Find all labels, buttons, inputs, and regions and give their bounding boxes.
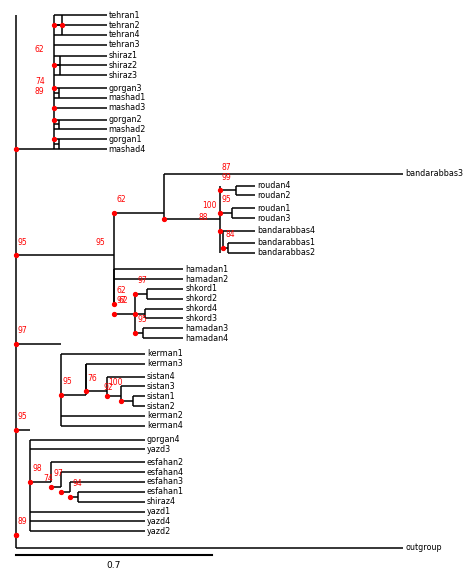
Text: mashad2: mashad2: [109, 125, 146, 134]
Text: 99: 99: [221, 173, 231, 181]
Text: 95: 95: [95, 237, 105, 247]
Text: roudan3: roudan3: [257, 213, 290, 223]
Text: shkord2: shkord2: [185, 295, 217, 303]
Text: bandarabbas1: bandarabbas1: [257, 238, 315, 247]
Text: tehran3: tehran3: [109, 40, 140, 49]
Text: tehran4: tehran4: [109, 30, 140, 39]
Text: 92: 92: [104, 383, 113, 392]
Text: yazd3: yazd3: [147, 445, 171, 454]
Text: hamadan3: hamadan3: [185, 324, 228, 333]
Text: gorgan3: gorgan3: [109, 84, 142, 93]
Text: kerman4: kerman4: [147, 422, 182, 430]
Text: outgroup: outgroup: [405, 543, 442, 553]
Text: shkord3: shkord3: [185, 314, 217, 323]
Text: 95: 95: [63, 377, 73, 386]
Text: gorgan4: gorgan4: [147, 435, 180, 444]
Text: kerman2: kerman2: [147, 411, 182, 420]
Text: hamadan1: hamadan1: [185, 265, 228, 274]
Text: shiraz1: shiraz1: [109, 51, 137, 60]
Text: gorgan1: gorgan1: [109, 135, 142, 144]
Text: mashad4: mashad4: [109, 145, 146, 154]
Text: bandarabbas3: bandarabbas3: [405, 169, 463, 178]
Text: yazd2: yazd2: [147, 527, 171, 536]
Text: 84: 84: [225, 230, 235, 239]
Text: esfahan3: esfahan3: [147, 478, 184, 486]
Text: tehran1: tehran1: [109, 11, 140, 19]
Text: yazd4: yazd4: [147, 517, 171, 526]
Text: esfahan2: esfahan2: [147, 458, 184, 467]
Text: sistan4: sistan4: [147, 372, 175, 381]
Text: kerman3: kerman3: [147, 359, 182, 368]
Text: 95: 95: [137, 315, 147, 324]
Text: esfahan4: esfahan4: [147, 468, 184, 476]
Text: hamadan4: hamadan4: [185, 333, 228, 343]
Text: 87: 87: [221, 163, 231, 172]
Text: 95: 95: [221, 195, 231, 204]
Text: 89: 89: [18, 517, 27, 526]
Text: shiraz4: shiraz4: [147, 497, 176, 506]
Text: roudan1: roudan1: [257, 204, 290, 213]
Text: roudan2: roudan2: [257, 191, 291, 200]
Text: 98: 98: [32, 464, 42, 473]
Text: bandarabbas4: bandarabbas4: [257, 227, 315, 235]
Text: mashad3: mashad3: [109, 104, 146, 112]
Text: yazd1: yazd1: [147, 507, 171, 516]
Text: 62: 62: [116, 195, 126, 204]
Text: 97: 97: [137, 276, 147, 285]
Text: shkord1: shkord1: [185, 284, 217, 293]
Text: 62: 62: [116, 286, 126, 295]
Text: 88: 88: [199, 213, 208, 222]
Text: shiraz2: shiraz2: [109, 61, 137, 70]
Text: 74: 74: [44, 474, 53, 483]
Text: 89: 89: [35, 87, 45, 96]
Text: 95: 95: [18, 237, 27, 247]
Text: roudan4: roudan4: [257, 181, 290, 190]
Text: esfahan1: esfahan1: [147, 487, 184, 496]
Text: shiraz3: shiraz3: [109, 71, 137, 80]
Text: 97: 97: [53, 469, 63, 478]
Text: kerman1: kerman1: [147, 349, 182, 359]
Text: hamadan2: hamadan2: [185, 275, 228, 284]
Text: 62: 62: [35, 45, 45, 54]
Text: mashad1: mashad1: [109, 93, 146, 102]
Text: sistan3: sistan3: [147, 382, 175, 391]
Text: sistan1: sistan1: [147, 392, 175, 401]
Text: 76: 76: [88, 374, 97, 383]
Text: 100: 100: [202, 201, 217, 210]
Text: 100: 100: [109, 379, 123, 387]
Text: shkord4: shkord4: [185, 304, 217, 313]
Text: sistan2: sistan2: [147, 402, 175, 411]
Text: 97: 97: [18, 326, 27, 335]
Text: 62: 62: [118, 296, 128, 305]
Text: bandarabbas2: bandarabbas2: [257, 248, 315, 257]
Text: 97: 97: [116, 296, 126, 305]
Text: 0.7: 0.7: [107, 561, 121, 570]
Text: gorgan2: gorgan2: [109, 115, 142, 124]
Text: 74: 74: [35, 77, 45, 86]
Text: 94: 94: [72, 479, 82, 488]
Text: tehran2: tehran2: [109, 21, 140, 30]
Text: 95: 95: [18, 412, 27, 421]
